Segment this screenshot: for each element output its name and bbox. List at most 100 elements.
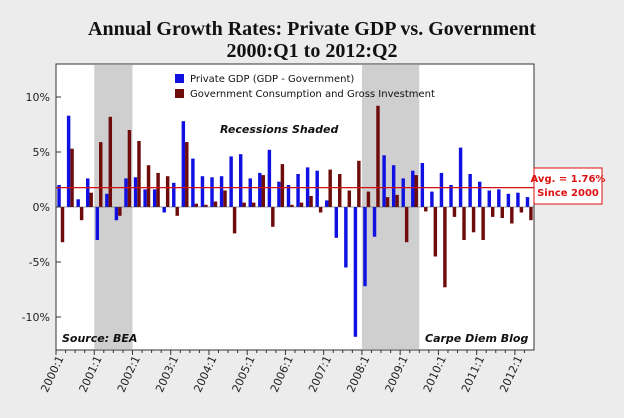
- chart-title: Annual Growth Rates: Private GDP vs. Gov…: [0, 18, 624, 62]
- bar-private: [487, 190, 491, 207]
- bar-private: [286, 185, 291, 207]
- bar-private: [420, 163, 425, 207]
- bar-government: [280, 164, 285, 207]
- bar-government: [60, 207, 65, 243]
- average-label-line2: Since 2000: [537, 188, 599, 199]
- bar-government: [529, 207, 533, 221]
- bar-government: [290, 204, 294, 207]
- bar-private: [353, 207, 358, 337]
- x-axis: 2000:1 2001:1 2002:1 2003:1 2004:1 2005:1 2006…: [38, 350, 525, 394]
- bar-private: [76, 199, 80, 207]
- bar-private: [248, 178, 252, 207]
- x-tick-label: 2011:1: [459, 354, 487, 395]
- bar-government: [204, 204, 208, 207]
- bar-private: [57, 185, 61, 207]
- bar-private: [162, 207, 166, 213]
- bar-government: [251, 202, 256, 207]
- bar-government: [318, 207, 323, 213]
- bar-private: [468, 174, 472, 207]
- bar-government: [146, 165, 151, 207]
- bar-government: [213, 201, 218, 207]
- bar-government: [89, 192, 93, 207]
- average-callout: Avg. = 1.76% Since 2000: [531, 167, 606, 205]
- bar-government: [118, 207, 122, 216]
- bar-government: [462, 207, 466, 240]
- x-tick-label: 2001:1: [77, 354, 105, 395]
- bar-private: [210, 177, 214, 207]
- bar-private: [200, 176, 205, 207]
- bars: [57, 105, 533, 337]
- average-callout-box: [533, 167, 603, 205]
- bar-private: [363, 207, 367, 287]
- x-tick-label: 2000:1: [38, 354, 66, 395]
- bar-government: [510, 207, 514, 224]
- bar-government: [271, 207, 275, 227]
- bar-private: [325, 200, 329, 207]
- bar-private: [391, 165, 396, 207]
- bar-private: [497, 189, 501, 207]
- bar-government: [328, 169, 332, 207]
- x-tick-label: 2006:1: [268, 354, 296, 395]
- bar-private: [114, 207, 119, 221]
- bar-government: [471, 207, 476, 233]
- bar-government: [519, 207, 524, 213]
- bar-private: [458, 147, 463, 207]
- bar-government: [127, 130, 132, 207]
- bar-government: [299, 202, 304, 207]
- bar-private: [506, 193, 511, 207]
- bar-private: [238, 154, 243, 207]
- average-label-line1: Avg. = 1.76%: [531, 174, 606, 185]
- source-annotation: Source: BEA: [62, 332, 137, 345]
- bar-government: [242, 202, 246, 207]
- x-tick-label: 2002:1: [115, 354, 143, 395]
- bar-government: [443, 207, 447, 288]
- bar-government: [385, 197, 390, 207]
- bar-government: [500, 207, 504, 218]
- recessions-annotation: Recessions Shaded: [220, 123, 339, 136]
- chart-title-line1: Annual Growth Rates: Private GDP vs. Gov…: [88, 18, 536, 40]
- bar-government: [366, 191, 371, 207]
- bar-private: [267, 149, 272, 207]
- bar-government: [490, 207, 495, 217]
- bar-private: [315, 170, 319, 207]
- bar-private: [477, 181, 482, 207]
- bar-government: [99, 142, 103, 207]
- bar-private: [516, 192, 520, 207]
- bar-government: [79, 207, 84, 221]
- x-tick-label: 2005:1: [230, 354, 258, 395]
- x-tick-label: 2008:1: [344, 354, 372, 395]
- bar-private: [124, 178, 128, 207]
- y-tick-label: -5%: [29, 256, 50, 269]
- bar-private: [66, 115, 71, 207]
- bar-government: [481, 207, 485, 240]
- bar-private: [411, 170, 415, 207]
- bar-private: [430, 191, 434, 207]
- bar-private: [372, 207, 377, 237]
- bar-private: [258, 172, 262, 207]
- y-tick-label: -10%: [22, 311, 50, 324]
- x-tick-label: 2004:1: [191, 354, 219, 395]
- y-tick-label: 10%: [26, 91, 50, 104]
- bar-private: [439, 172, 444, 207]
- bar-private: [133, 177, 138, 207]
- legend-swatch-government: [175, 89, 184, 98]
- x-tick-label: 2007:1: [306, 354, 334, 395]
- legend: Private GDP (GDP - Government) Governmen…: [175, 74, 435, 100]
- bar-government: [165, 176, 170, 207]
- bar-government: [433, 207, 438, 257]
- blog-annotation: Carpe Diem Blog: [425, 332, 528, 345]
- bar-government: [424, 207, 428, 212]
- y-tick-label: 5%: [33, 146, 50, 159]
- bar-private: [105, 193, 109, 207]
- bar-private: [401, 178, 405, 207]
- bar-government: [175, 207, 179, 216]
- bar-government: [108, 116, 113, 207]
- bar-private: [525, 197, 530, 207]
- bar-government: [309, 196, 313, 207]
- x-tick-label: 2003:1: [153, 354, 181, 395]
- bar-private: [382, 155, 386, 207]
- bar-government: [414, 175, 418, 207]
- bar-private: [172, 182, 176, 207]
- legend-swatch-private: [175, 74, 184, 83]
